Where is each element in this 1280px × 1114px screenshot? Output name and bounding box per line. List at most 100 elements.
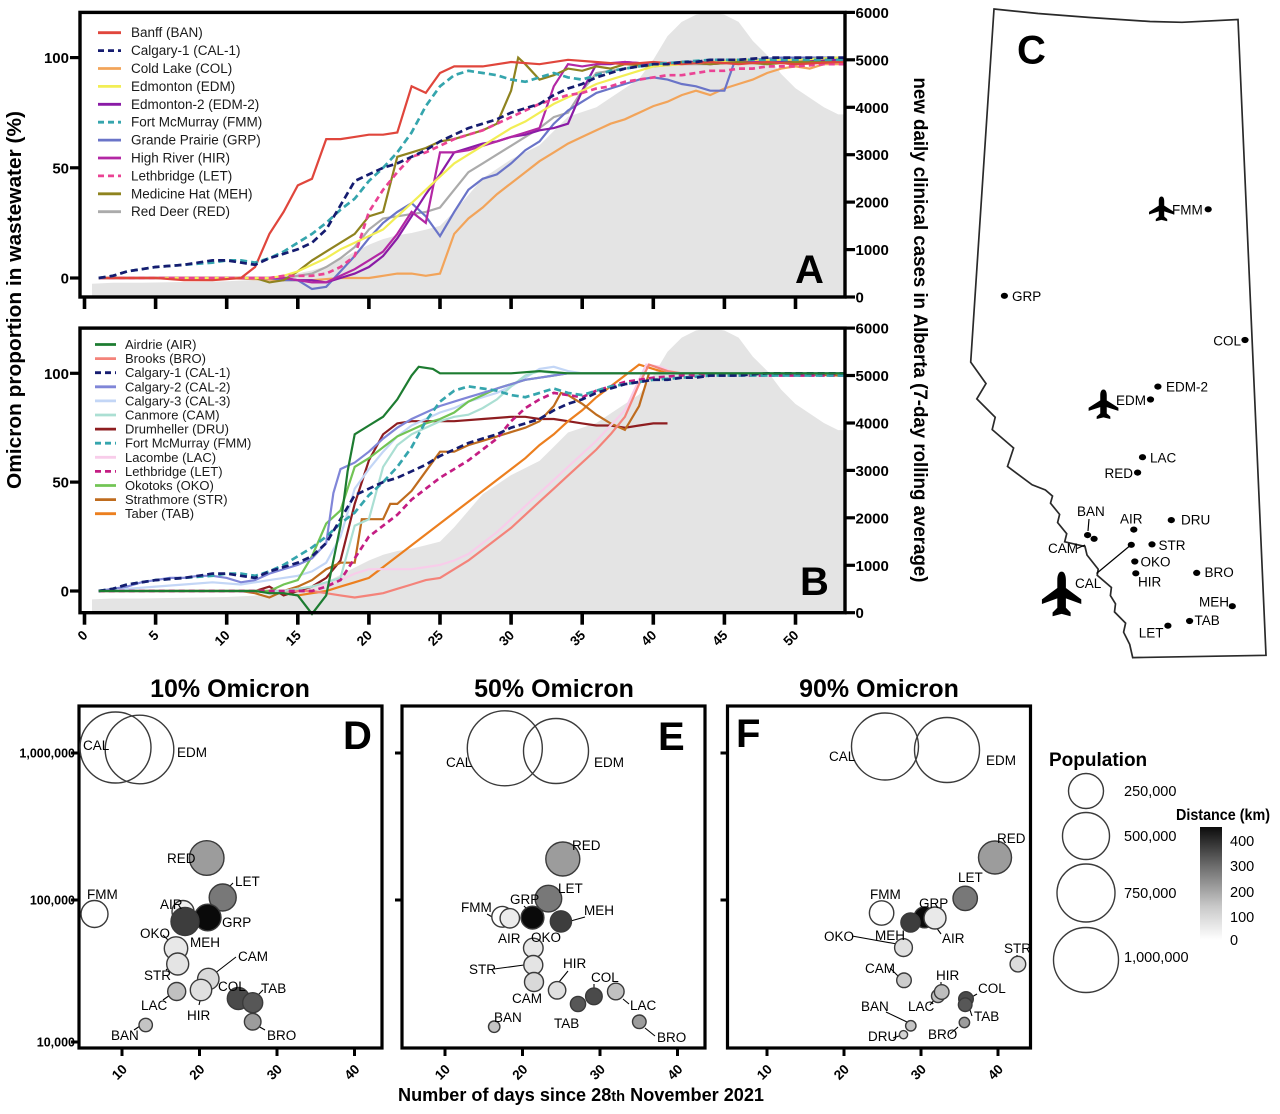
svg-text:LAC: LAC <box>908 999 935 1014</box>
svg-text:1,000,000: 1,000,000 <box>19 747 75 761</box>
svg-text:EDM: EDM <box>1116 393 1146 408</box>
svg-text:DRU: DRU <box>1181 513 1210 528</box>
svg-text:CAL: CAL <box>1075 576 1102 591</box>
svg-text:BRO: BRO <box>1205 565 1234 580</box>
svg-text:Banff (BAN): Banff (BAN) <box>131 25 203 40</box>
svg-text:Fort McMurray (FMM): Fort McMurray (FMM) <box>131 115 262 130</box>
svg-text:STR: STR <box>1004 941 1031 956</box>
svg-text:Okotoks (OKO): Okotoks (OKO) <box>125 478 214 493</box>
svg-text:1000: 1000 <box>856 242 889 259</box>
svg-text:50: 50 <box>52 160 69 177</box>
svg-text:Omicron proportion in wastewat: Omicron proportion in wastewater (%) <box>4 111 26 489</box>
svg-text:10% Omicron: 10% Omicron <box>150 675 310 703</box>
svg-text:OKO: OKO <box>1141 555 1171 570</box>
svg-text:CAM: CAM <box>865 961 895 976</box>
svg-text:Calgary-1 (CAL-1): Calgary-1 (CAL-1) <box>125 365 230 380</box>
svg-text:EDM-2: EDM-2 <box>1166 380 1208 395</box>
svg-text:AIR: AIR <box>160 897 183 912</box>
svg-text:Red Deer (RED): Red Deer (RED) <box>131 204 230 219</box>
svg-text:0: 0 <box>61 584 69 601</box>
svg-text:LAC: LAC <box>141 998 168 1013</box>
svg-text:MEH: MEH <box>875 928 905 943</box>
svg-text:HIR: HIR <box>187 1008 211 1023</box>
svg-text:TAB: TAB <box>261 981 286 996</box>
svg-text:B: B <box>800 560 829 604</box>
svg-text:500,000: 500,000 <box>1124 829 1176 845</box>
svg-text:FMM: FMM <box>1172 203 1203 218</box>
svg-text:300: 300 <box>1230 859 1254 875</box>
svg-text:Lethbridge (LET): Lethbridge (LET) <box>125 464 223 479</box>
svg-text:50: 50 <box>52 475 69 492</box>
svg-text:50% Omicron: 50% Omicron <box>474 675 634 703</box>
svg-text:3000: 3000 <box>856 147 889 164</box>
svg-text:5000: 5000 <box>856 52 889 69</box>
svg-text:GRP: GRP <box>510 892 539 907</box>
svg-text:OKO: OKO <box>140 926 170 941</box>
svg-text:C: C <box>1017 29 1046 73</box>
svg-text:BRO: BRO <box>928 1027 957 1042</box>
svg-text:MEH: MEH <box>584 903 614 918</box>
svg-text:Drumheller (DRU): Drumheller (DRU) <box>125 422 229 437</box>
svg-text:BAN: BAN <box>494 1010 522 1025</box>
svg-text:F: F <box>736 712 760 756</box>
svg-text:Edmonton-2 (EDM-2): Edmonton-2 (EDM-2) <box>131 97 259 112</box>
svg-text:LAC: LAC <box>630 998 657 1013</box>
svg-text:Edmonton (EDM): Edmonton (EDM) <box>131 79 235 94</box>
svg-text:100: 100 <box>44 366 69 383</box>
svg-text:BAN: BAN <box>861 999 889 1014</box>
svg-text:GRP: GRP <box>919 896 948 911</box>
svg-text:0: 0 <box>61 271 69 288</box>
svg-text:HIR: HIR <box>1138 575 1162 590</box>
svg-text:400: 400 <box>1230 834 1254 850</box>
svg-text:High River (HIR): High River (HIR) <box>131 151 230 166</box>
svg-text:BAN: BAN <box>1077 504 1105 519</box>
svg-text:Airdrie (AIR): Airdrie (AIR) <box>125 337 197 352</box>
svg-text:AIR: AIR <box>942 931 965 946</box>
svg-text:DRU: DRU <box>868 1029 897 1044</box>
svg-text:A: A <box>795 248 824 292</box>
svg-text:90% Omicron: 90% Omicron <box>799 675 959 703</box>
svg-text:0: 0 <box>1230 933 1238 949</box>
svg-text:LET: LET <box>958 870 983 885</box>
svg-text:Grande Prairie (GRP): Grande Prairie (GRP) <box>131 133 261 148</box>
svg-text:200: 200 <box>1230 885 1254 901</box>
svg-text:Number of days since 28th Nove: Number of days since 28th November 2021 <box>398 1084 764 1105</box>
svg-text:AIR: AIR <box>1120 512 1143 527</box>
svg-text:CAM: CAM <box>238 949 268 964</box>
svg-text:EDM: EDM <box>177 745 207 760</box>
svg-text:CAM: CAM <box>512 991 542 1006</box>
svg-text:250,000: 250,000 <box>1124 784 1176 800</box>
svg-text:AIR: AIR <box>498 931 521 946</box>
svg-text:OKO: OKO <box>824 929 854 944</box>
svg-text:Calgary-3 (CAL-3): Calgary-3 (CAL-3) <box>125 393 230 408</box>
svg-text:Calgary-1 (CAL-1): Calgary-1 (CAL-1) <box>131 43 241 58</box>
svg-text:4000: 4000 <box>856 416 889 433</box>
svg-text:EDM: EDM <box>594 755 624 770</box>
svg-text:Fort McMurray (FMM): Fort McMurray (FMM) <box>125 436 251 451</box>
svg-text:LET: LET <box>1139 626 1164 641</box>
svg-text:10,000: 10,000 <box>37 1036 75 1050</box>
svg-text:4000: 4000 <box>856 100 889 117</box>
svg-text:5000: 5000 <box>856 368 889 385</box>
svg-text:BRO: BRO <box>267 1028 296 1043</box>
svg-text:COL: COL <box>218 979 246 994</box>
svg-text:0: 0 <box>856 605 864 622</box>
svg-text:RED: RED <box>167 851 196 866</box>
svg-text:Brooks (BRO): Brooks (BRO) <box>125 351 206 366</box>
svg-text:LET: LET <box>558 881 583 896</box>
svg-text:FMM: FMM <box>87 887 118 902</box>
svg-text:1000: 1000 <box>856 558 889 575</box>
svg-text:STR: STR <box>144 968 171 983</box>
svg-text:RED: RED <box>997 831 1026 846</box>
svg-text:STR: STR <box>469 962 496 977</box>
svg-text:E: E <box>658 715 685 759</box>
svg-text:CAL: CAL <box>446 755 473 770</box>
svg-text:D: D <box>343 714 372 758</box>
svg-text:new daily clinical cases in Al: new daily clinical cases in Alberta (7-d… <box>909 78 930 583</box>
svg-text:LET: LET <box>235 874 260 889</box>
svg-text:STR: STR <box>1159 538 1186 553</box>
svg-text:Population: Population <box>1049 750 1147 771</box>
svg-text:TAB: TAB <box>1195 613 1220 628</box>
svg-text:MEH: MEH <box>1199 595 1229 610</box>
svg-text:100: 100 <box>1230 910 1254 926</box>
